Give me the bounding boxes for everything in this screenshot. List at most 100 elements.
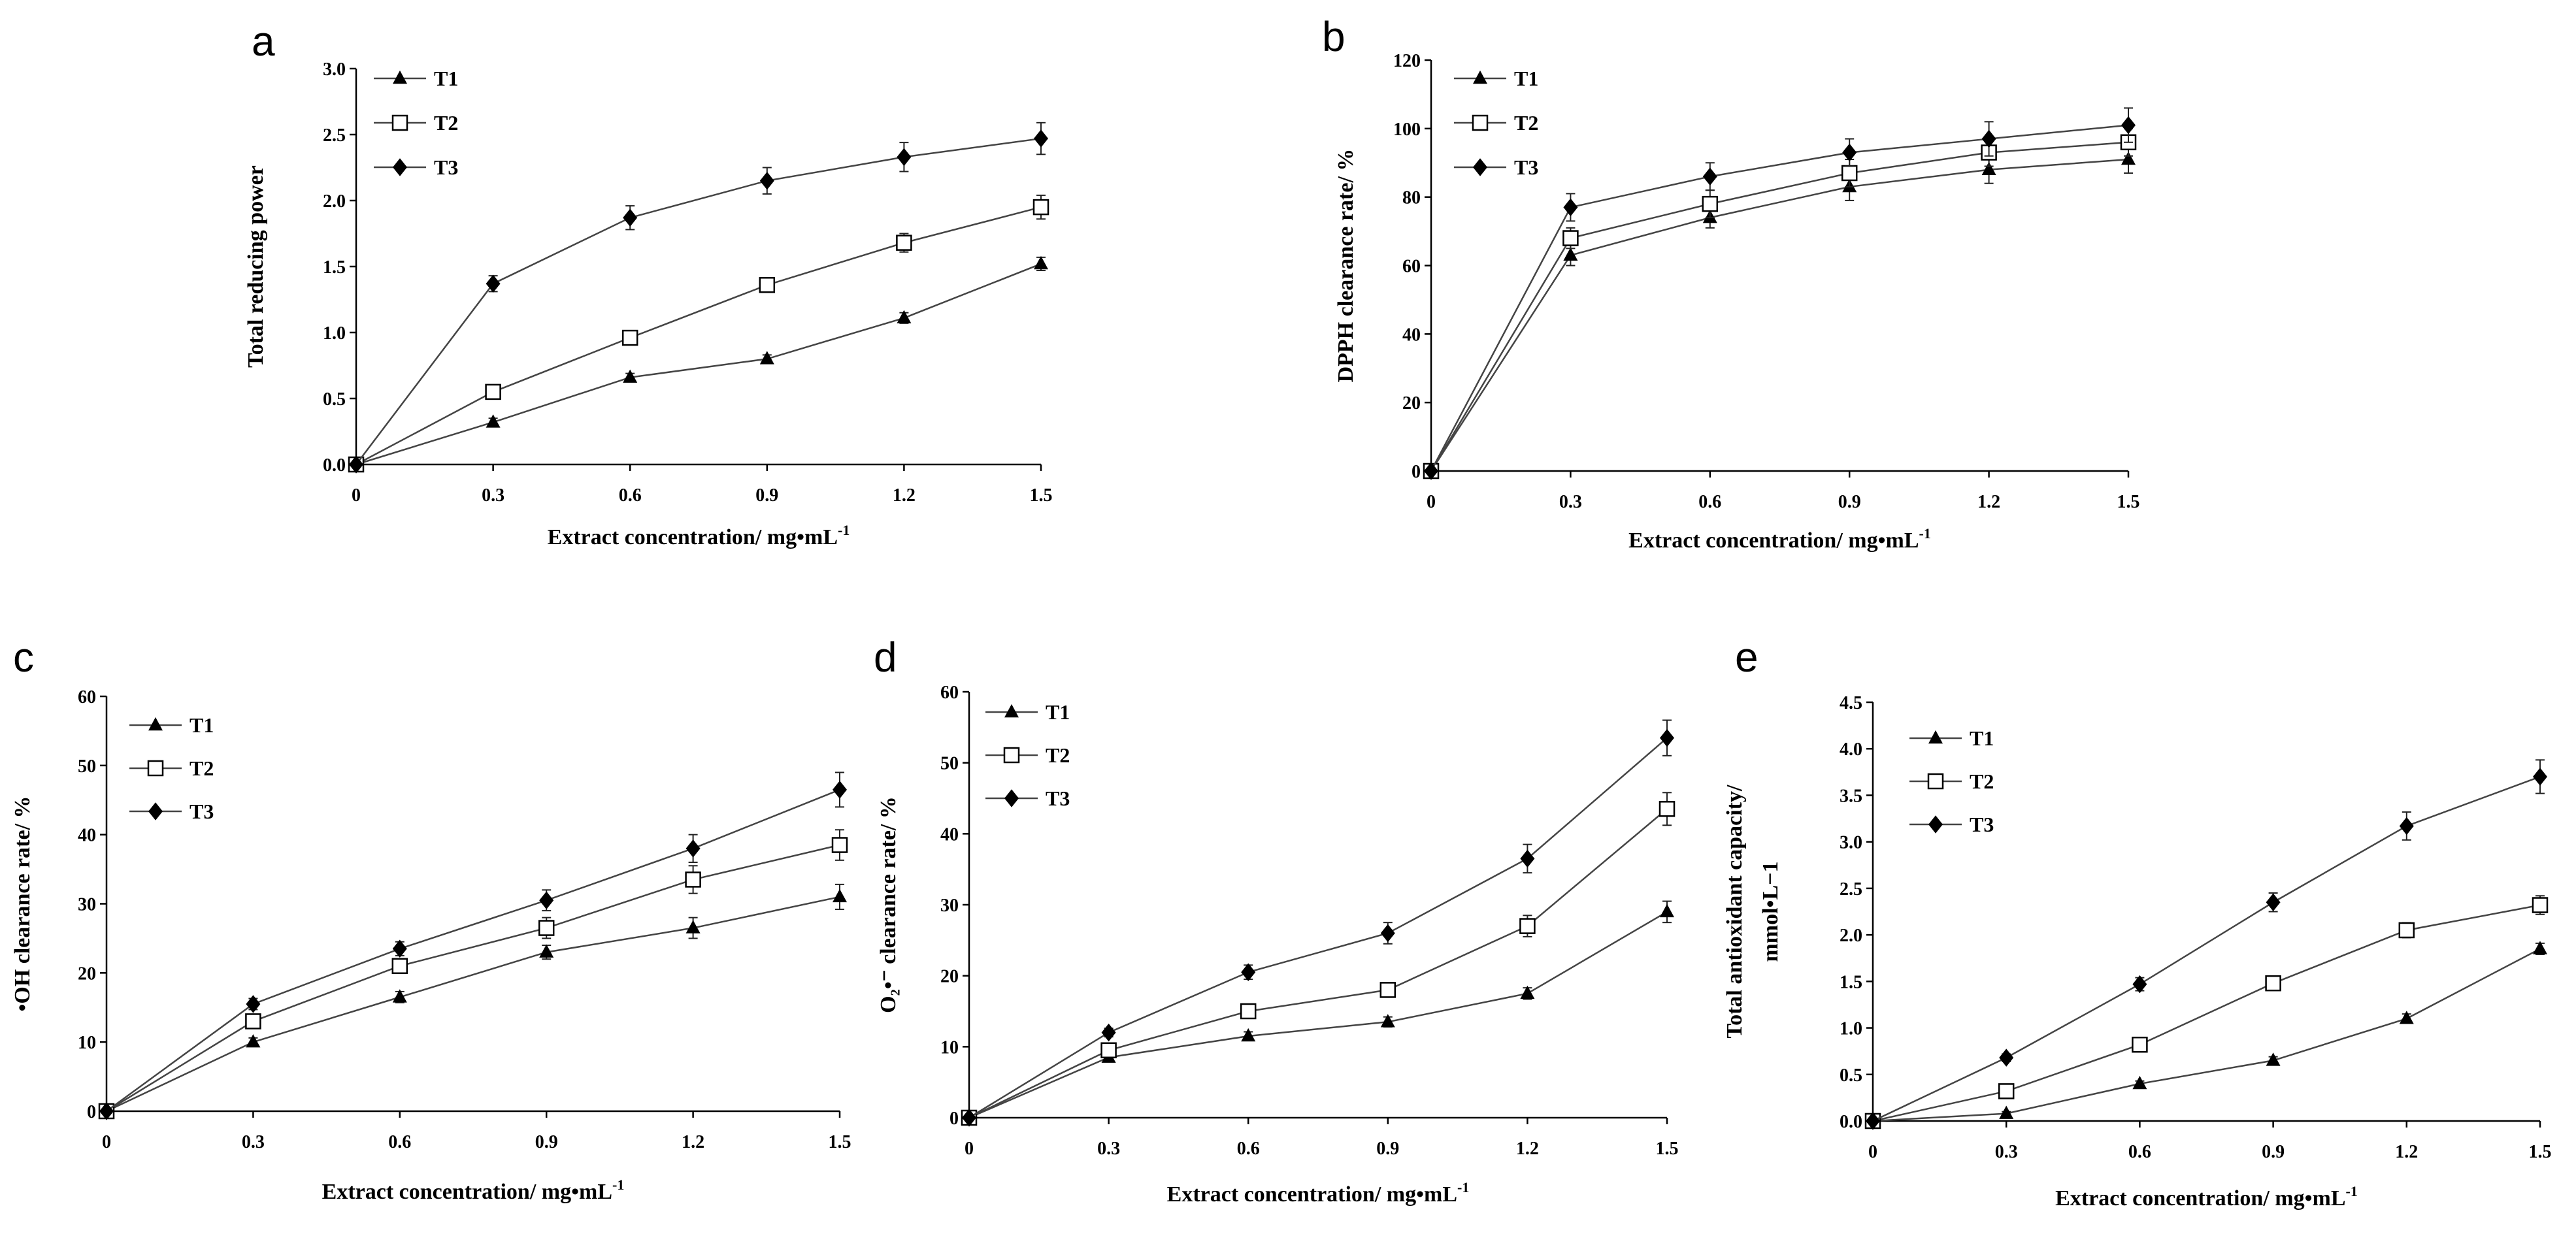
x-tick-label: 0.9 xyxy=(2262,1142,2285,1162)
legend-item-t1: T1 xyxy=(985,700,1070,724)
legend-marker-t1 xyxy=(148,717,163,731)
series-t3 xyxy=(1424,107,2136,480)
data-point-t1 xyxy=(685,920,701,934)
y-axis-title: •OH clearance rate/ % xyxy=(10,796,35,1011)
legend-label: T3 xyxy=(1970,813,1994,836)
y-tick-label: 0 xyxy=(1412,462,1421,482)
series-line-t2 xyxy=(1872,904,2541,1122)
series-line-t1 xyxy=(1872,948,2541,1122)
data-point-t1 xyxy=(2121,151,2136,165)
panel-a: a 0.0 0.5 1.0 1.5 2.0 2.5 3.0 0 0.3 0.6 0.9 1.2 1.5 Ex… xyxy=(244,18,1053,549)
y-tick-label: 20 xyxy=(940,967,959,987)
legend-label: T3 xyxy=(1046,787,1070,810)
y-tick-label: 1.0 xyxy=(1840,1019,1862,1039)
legend-marker-t3 xyxy=(393,158,407,176)
legend-marker-t3 xyxy=(1004,789,1019,807)
legend-marker-t1 xyxy=(393,70,407,84)
data-point-t1 xyxy=(1563,247,1578,261)
x-axis-title: Extract concentration/ mg•mL-1 xyxy=(1167,1179,1470,1207)
panel-c: c 0 10 20 30 40 50 60 0 0.3 0.6 0.9 1.2 1.5 Extract co… xyxy=(10,634,851,1204)
x-tick-label: 0 xyxy=(1868,1142,1877,1162)
x-tick-label: 0.6 xyxy=(619,485,642,506)
data-point-t2 xyxy=(1998,1083,2015,1099)
y-tick-label: 3.0 xyxy=(1840,833,1862,853)
series-line-t1 xyxy=(106,896,840,1112)
series-line-t1 xyxy=(1430,158,2129,472)
data-point-t1 xyxy=(897,310,912,324)
legend-marker-t2 xyxy=(391,114,408,131)
data-point-t3 xyxy=(1380,924,1395,943)
data-point-t2 xyxy=(2265,975,2281,992)
y-axis-title: Total antioxidant capacity/ xyxy=(1723,785,1747,1038)
y-tick-label: 50 xyxy=(78,756,96,777)
series-line-t2 xyxy=(355,206,1042,466)
x-tick-label: 0.9 xyxy=(535,1132,558,1152)
data-point-t3 xyxy=(99,1102,114,1120)
series-line-t3 xyxy=(1430,124,2129,472)
x-tick-label: 0.6 xyxy=(1698,492,1721,512)
data-point-t2 xyxy=(1841,165,1858,182)
legend-marker-t1 xyxy=(1004,704,1019,718)
data-point-t3 xyxy=(623,208,638,227)
panel-letter: a xyxy=(252,18,275,65)
series-t3 xyxy=(349,122,1048,474)
data-point-t3 xyxy=(1563,198,1578,217)
legend-label: T1 xyxy=(1046,700,1070,724)
series-line-t3 xyxy=(1872,775,2541,1122)
legend-item-t2: T2 xyxy=(985,743,1070,767)
y-tick-label: 2.0 xyxy=(1840,926,1862,946)
data-point-t3 xyxy=(1842,143,1857,162)
series-t2 xyxy=(1423,127,2137,479)
x-tick-label: 1.2 xyxy=(893,485,916,506)
x-tick-label: 1.5 xyxy=(2529,1142,2552,1162)
y-tick-label: 60 xyxy=(78,687,96,707)
y-tick-label: 1.5 xyxy=(1840,972,1862,992)
data-point-t2 xyxy=(2398,922,2415,939)
data-point-t3 xyxy=(486,274,501,293)
legend-item-t3: T3 xyxy=(129,800,214,823)
data-point-t3 xyxy=(2266,893,2281,912)
legend-item-t2: T2 xyxy=(1909,770,1994,793)
y-axis-title: Total reducing power xyxy=(244,165,268,368)
legend-item-t2: T2 xyxy=(374,111,458,135)
y-tick-label: 0 xyxy=(949,1109,959,1129)
legend-label: T3 xyxy=(190,800,214,823)
legend-label: T1 xyxy=(1970,726,1994,750)
y-tick-label: 0.0 xyxy=(1840,1112,1862,1132)
y-tick-label: 0.5 xyxy=(323,389,346,410)
data-point-t2 xyxy=(1240,1003,1257,1020)
legend-label: T2 xyxy=(1970,770,1994,793)
y-tick-label: 3.0 xyxy=(323,59,346,80)
y-tick-label: 60 xyxy=(1402,257,1421,277)
legend-marker-t3 xyxy=(148,802,163,820)
series-t3 xyxy=(99,771,847,1120)
data-point-t3 xyxy=(1866,1112,1880,1130)
series-line-t2 xyxy=(106,844,840,1112)
data-point-t1 xyxy=(623,369,638,383)
data-point-t1 xyxy=(486,414,501,428)
legend-marker-t2 xyxy=(1472,114,1489,131)
data-point-t2 xyxy=(1659,801,1676,817)
x-tick-label: 1.5 xyxy=(1030,485,1053,506)
panel-d: d 0 10 20 30 40 50 60 0 0.3 0.6 0.9 1.2 1.5 Extract co… xyxy=(874,634,1679,1207)
legend-marker-t3 xyxy=(1928,815,1943,834)
data-point-t1 xyxy=(1981,161,1996,175)
legend-marker-t2 xyxy=(1927,773,1944,790)
data-point-t3 xyxy=(2132,975,2147,994)
series-t1 xyxy=(1424,145,2136,477)
series-line-t3 xyxy=(355,137,1042,465)
y-axis-title: O₂•⁻ clearance rate/ % xyxy=(876,796,900,1013)
data-point-t1 xyxy=(1241,1028,1256,1042)
data-point-t3 xyxy=(539,891,554,909)
data-point-t3 xyxy=(685,839,701,858)
data-point-t1 xyxy=(246,1034,261,1048)
legend-label: T1 xyxy=(1514,67,1538,90)
data-point-t3 xyxy=(962,1109,976,1127)
x-tick-label: 0.3 xyxy=(1097,1139,1120,1159)
data-point-t3 xyxy=(833,781,847,799)
data-point-t2 xyxy=(621,329,638,346)
legend-item-t3: T3 xyxy=(374,155,458,179)
y-tick-label: 1.5 xyxy=(323,257,346,278)
x-tick-label: 1.5 xyxy=(1656,1139,1679,1159)
x-tick-label: 0 xyxy=(352,485,361,506)
